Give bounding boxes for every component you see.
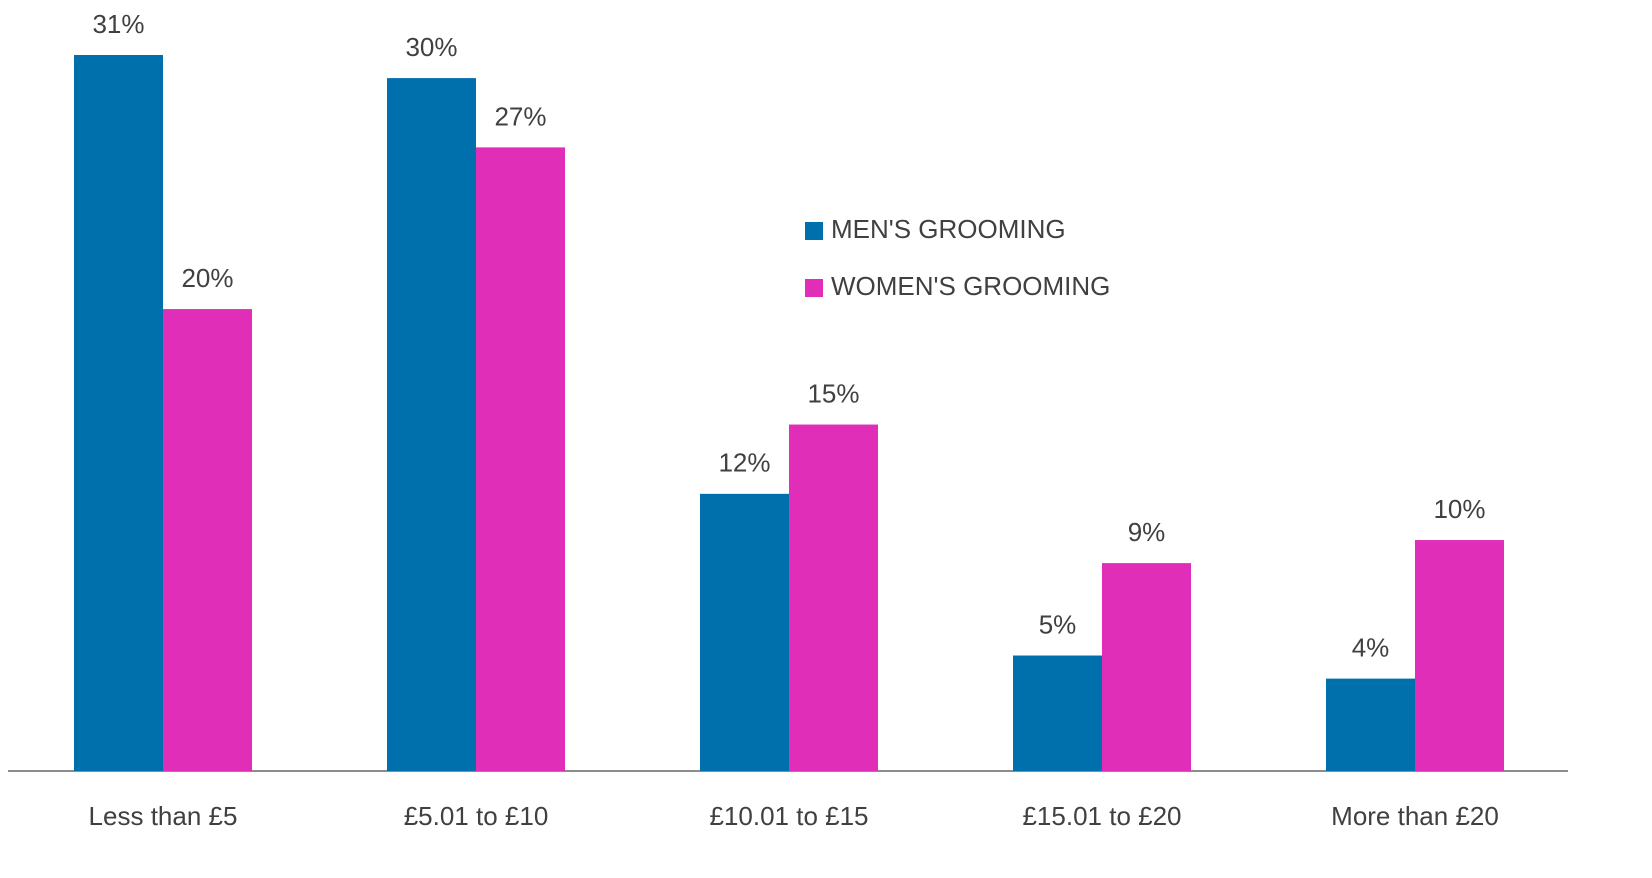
data-label: 9% [1128,517,1166,547]
legend-swatch [805,279,823,297]
bar [1326,678,1415,771]
bar [700,493,789,771]
x-tick-label: More than £20 [1331,801,1499,831]
legend-label: MEN'S GROOMING [831,214,1066,244]
legend-label: WOMEN'S GROOMING [831,271,1110,301]
bar [163,309,252,771]
bar [1415,540,1504,771]
data-label: 12% [718,448,770,478]
bar [1102,563,1191,771]
data-label: 20% [181,263,233,293]
data-label: 10% [1433,494,1485,524]
bar [387,78,476,771]
bar [1013,655,1102,771]
x-tick-label: £15.01 to £20 [1022,801,1181,831]
data-label: 4% [1352,632,1390,662]
x-tick-label: £10.01 to £15 [709,801,868,831]
legend-swatch [805,222,823,240]
data-label: 27% [494,101,546,131]
data-label: 31% [92,9,144,39]
data-label: 5% [1039,609,1077,639]
x-tick-label: Less than £5 [89,801,238,831]
x-tick-label: £5.01 to £10 [404,801,549,831]
bar [789,424,878,771]
data-label: 30% [405,32,457,62]
data-label: 15% [807,378,859,408]
bar [476,147,565,772]
bar [74,55,163,771]
